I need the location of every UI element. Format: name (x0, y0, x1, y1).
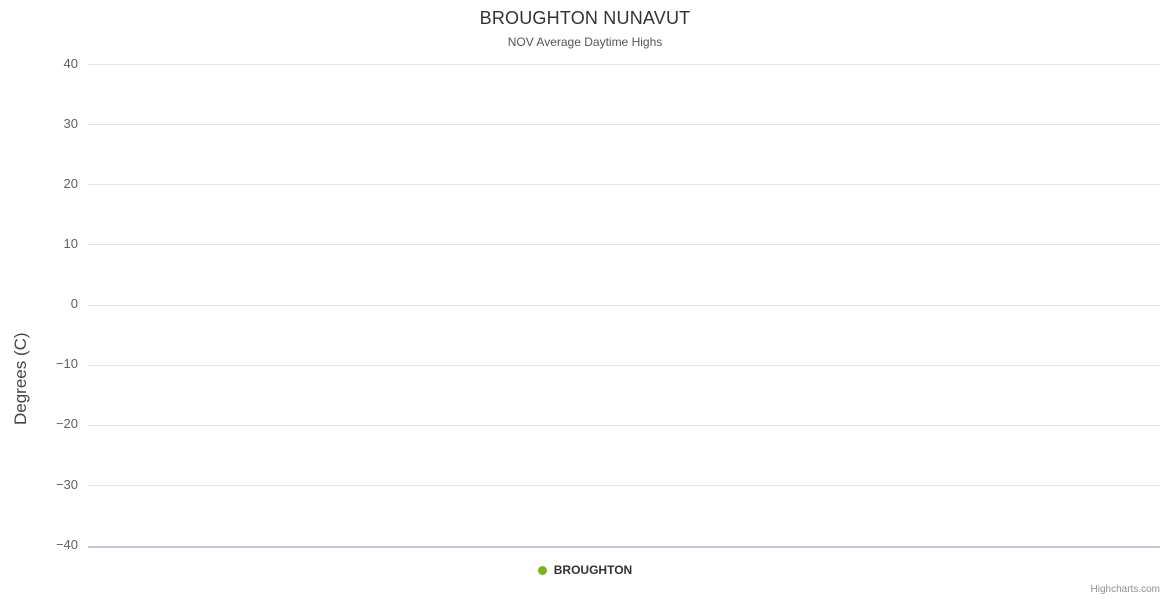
plot-area (88, 64, 1160, 547)
gridline (88, 425, 1160, 426)
credits-link[interactable]: Highcharts.com (1090, 584, 1160, 595)
x-axis-line (88, 546, 1160, 548)
chart-legend: BROUGHTON (0, 563, 1170, 577)
y-axis-tick-label: 40 (63, 56, 78, 71)
y-axis-tick-label: 30 (63, 116, 78, 131)
chart-subtitle: NOV Average Daytime Highs (507, 35, 663, 49)
gridline (88, 305, 1160, 306)
y-axis-tick-label: 0 (70, 296, 78, 311)
y-axis-tick-label: −10 (55, 356, 78, 371)
gridline (88, 124, 1160, 125)
legend-item-broughton[interactable]: BROUGHTON (537, 563, 633, 577)
y-axis-tick-label: 20 (63, 176, 78, 191)
y-axis-tick-label: −20 (55, 416, 78, 431)
gridline (88, 244, 1160, 245)
chart-title: BROUGHTON NUNAVUT (479, 8, 691, 28)
circle-marker-icon (537, 565, 547, 575)
gridline (88, 184, 1160, 185)
legend-item-label: BROUGHTON (553, 563, 633, 577)
y-axis-tick-label: −30 (55, 477, 78, 492)
y-axis-tick-labels: 40 30 20 10 0 −10 −20 −30 −40 (0, 0, 78, 600)
y-axis-tick-label: 10 (63, 236, 78, 251)
y-axis-tick-label: −40 (55, 537, 78, 552)
gridline (88, 485, 1160, 486)
gridline (88, 365, 1160, 366)
gridline (88, 64, 1160, 65)
